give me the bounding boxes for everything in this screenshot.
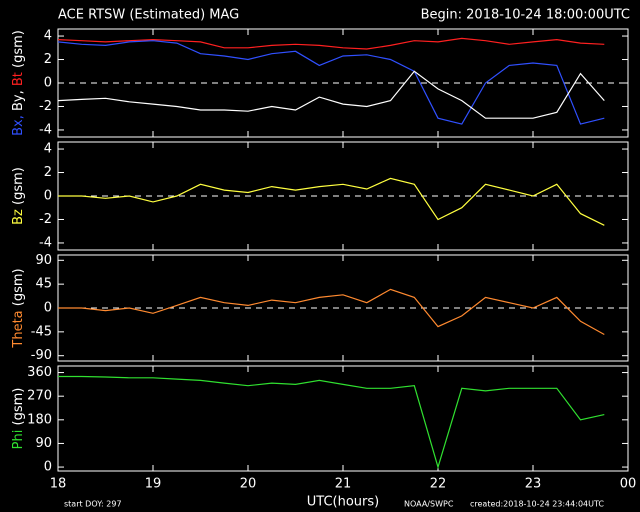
y-tick-label: 0 [44,460,52,475]
y-tick-label: 0 [44,76,52,91]
y-label-part: Bz [11,209,26,225]
y-tick-label: -90 [31,348,52,363]
x-axis-label: UTC(hours) [307,495,379,510]
start-doy: start DOY: 297 [64,500,122,509]
x-tick-label: 19 [145,477,162,492]
y-tick-label: 2 [44,52,52,67]
y-tick-label: 0 [44,301,52,316]
y-label-part: (gsm) [11,30,26,68]
y-label-part: Phi [11,430,26,450]
y-tick-label: 90 [35,253,52,268]
series-line [58,177,605,226]
y-label-part: By, [11,90,26,111]
y-tick-label: 360 [27,365,52,380]
y-axis-label: Theta (gsm) [11,268,26,348]
y-label-part: (gsm) [11,167,26,205]
agency: NOAA/SWPC [404,500,454,509]
y-tick-label: 4 [44,29,52,44]
series-line [57,40,605,125]
y-tick-label: -45 [31,324,52,339]
y-label-part: Theta [11,310,26,348]
y-label-part: Bt [11,72,26,86]
y-axis-label: Bx, By, Bt (gsm) [11,30,26,136]
x-tick-label: 18 [50,477,67,492]
title: ACE RTSW (Estimated) MAG [58,8,239,23]
series-line [57,70,605,119]
x-tick-label: 00 [620,477,637,492]
y-tick-label: 90 [35,436,52,451]
y-tick-label: -4 [39,122,52,137]
y-label-part: (gsm) [11,388,26,426]
y-label-part: Bx, [11,115,26,136]
x-tick-label: 20 [240,477,257,492]
series-line [58,375,605,470]
y-tick-label: 270 [27,389,52,404]
y-tick-label: -4 [39,235,52,250]
created: created:2018-10-24 23:44:04UTC [470,500,604,509]
y-tick-label: 2 [44,165,52,180]
panel-frame [57,365,629,472]
y-tick-label: 0 [44,189,52,204]
y-tick-label: 45 [35,277,52,292]
y-tick-label: -2 [39,212,52,227]
y-axis-label: Phi (gsm) [11,388,26,450]
y-label-part: (gsm) [11,268,26,306]
series-line [58,288,605,336]
begin: Begin: 2018-10-24 18:00:00UTC [421,8,630,23]
x-tick-label: 21 [335,477,352,492]
series-line [57,37,605,50]
x-tick-label: 23 [525,477,542,492]
x-tick-label: 22 [430,477,447,492]
y-tick-label: 180 [27,412,52,427]
y-tick-label: 4 [44,142,52,157]
y-axis-label: Bz (gsm) [11,167,26,225]
y-tick-label: -2 [39,99,52,114]
